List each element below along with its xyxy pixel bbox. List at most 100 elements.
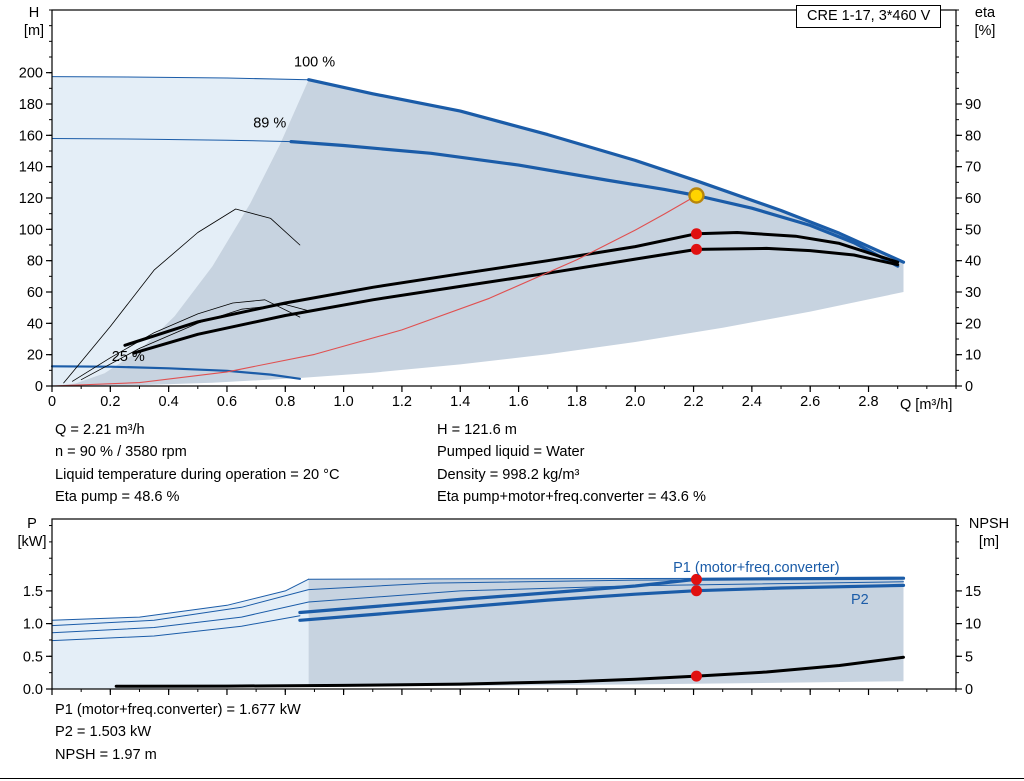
pump-model-badge: CRE 1-17, 3*460 V	[796, 5, 942, 28]
curve-pump-89-left	[51, 138, 292, 143]
power-npsh-chart: 0.0 0.5 1.0 1.5 0 5 10 15 P1 (motor+freq.convert…	[23, 518, 981, 698]
npsh-readout: NPSH = 1.97 m	[55, 746, 157, 763]
y-right-tick-label: 10	[965, 348, 981, 364]
power-data: P1 (motor+freq.converter) = 1.677 kW P2 …	[55, 699, 301, 766]
y-left-tick-label: 160	[19, 128, 43, 144]
p-axis-title-line1: P	[27, 516, 37, 532]
x-tick-label: 0.4	[159, 394, 179, 410]
p-axis-title-line2: [kW]	[17, 534, 47, 550]
p1-readout: P1 (motor+freq.converter) = 1.677 kW	[55, 702, 301, 718]
duty-flow-readout: Q = 2.21 m³/h	[55, 422, 145, 438]
plot-frame	[51, 518, 957, 690]
y-left-tick-label: 1.0	[23, 617, 43, 633]
p-axis-title: P [kW]	[8, 515, 56, 551]
qh-eta-chart: 0 0.2 0.4 0.6 0.8 1.0 1.2 1.4 1.6 1.8 2.0 2.2 2.4 2.6…	[19, 9, 981, 410]
h-axis-title-line2: [m]	[23, 23, 45, 39]
eta-total-readout: Eta pump+motor+freq.converter = 43.6 %	[437, 489, 706, 506]
curve-eta-pump	[123, 231, 900, 347]
curve-label: P1 (motor+freq.converter)	[673, 560, 839, 576]
curve-pump-89	[289, 140, 900, 268]
curve-p100-left	[51, 578, 310, 621]
y-right-tick-label: 70	[965, 160, 981, 176]
eta-axis-title-line2: [%]	[974, 23, 996, 39]
y-right-tick-label: 0	[965, 379, 973, 395]
x-tick-label: 0	[48, 394, 56, 410]
y-right-tick-label: 50	[965, 222, 981, 238]
npsh-axis-title-line1: NPSH	[968, 516, 1010, 532]
operating-data-right: H = 121.6 m Pumped liquid = Water Densit…	[437, 419, 706, 509]
curve-p-thin-4	[51, 615, 301, 642]
y-right-tick-label: 20	[965, 316, 981, 332]
bottom-divider	[0, 778, 1024, 779]
q-axis-title: Q [m³/h]	[900, 397, 953, 413]
y-right-tick-label: 30	[965, 285, 981, 301]
envelope-main	[52, 79, 904, 386]
x-tick-label: 2.6	[800, 394, 820, 410]
x-tick-label: 1.0	[334, 394, 354, 410]
h-axis-title: H [m]	[12, 4, 56, 40]
x-tick-label: 0.2	[100, 394, 120, 410]
duty-point-marker[interactable]	[688, 187, 705, 204]
y-left-tick-label: 100	[19, 222, 43, 238]
x-tick-label: 0.6	[217, 394, 237, 410]
operating-data-left: Q = 2.21 m³/h n = 90 % / 3580 rpm Liquid…	[55, 419, 340, 509]
y-left-tick-label: 40	[27, 316, 43, 332]
speed-readout: n = 90 % / 3580 rpm	[55, 444, 187, 461]
eta-total-point-marker	[690, 243, 702, 255]
y-left-tick-label: 20	[27, 348, 43, 364]
liquid-temp-readout: Liquid temperature during operation = 20…	[55, 466, 340, 483]
curve-speed-curve	[51, 194, 698, 387]
y-left-tick-label: 180	[19, 97, 43, 113]
x-tick-label: 0.8	[275, 394, 295, 410]
eta-pump-point-marker	[690, 228, 702, 240]
y-right-tick-label: 15	[965, 584, 981, 600]
curve-eta-small-2	[72, 299, 301, 382]
pumped-liquid-readout: Pumped liquid = Water	[437, 444, 585, 461]
curve-label: P2	[851, 592, 869, 608]
head-readout: H = 121.6 m	[437, 422, 517, 438]
power-envelope-main	[308, 578, 904, 687]
x-tick-label: 2.4	[742, 394, 762, 410]
curve-label: 25 %	[112, 349, 145, 365]
y-left-tick-label: 120	[19, 191, 43, 207]
y-right-tick-label: 5	[965, 649, 973, 665]
curve-pump-25	[50, 365, 301, 380]
y-right-tick-label: 90	[965, 97, 981, 113]
curve-p1	[298, 576, 906, 615]
y-left-tick-label: 200	[19, 66, 43, 82]
curve-pump-100	[307, 78, 906, 264]
curve-p-thin-2	[51, 578, 904, 627]
curve-p2	[298, 583, 906, 622]
eta-pump-readout: Eta pump = 48.6 %	[55, 489, 180, 506]
x-tick-label: 1.2	[392, 394, 412, 410]
h-axis-title-line1: H	[28, 5, 40, 21]
x-tick-label: 2.0	[625, 394, 645, 410]
x-tick-label: 1.6	[508, 394, 528, 410]
curve-label: 89 %	[253, 116, 286, 132]
x-tick-label: 2.8	[858, 394, 878, 410]
npsh-axis-title-line2: [m]	[978, 534, 1000, 550]
y-right-tick-label: 40	[965, 254, 981, 270]
y-right-tick-label: 60	[965, 191, 981, 207]
y-left-tick-label: 140	[19, 160, 43, 176]
y-left-tick-label: 0.0	[23, 682, 43, 698]
x-tick-label: 1.8	[567, 394, 587, 410]
eta-axis-title: eta [%]	[960, 4, 1010, 40]
p2-point-marker	[690, 585, 702, 597]
y-right-tick-label: 10	[965, 617, 981, 633]
y-right-tick-label: 80	[965, 128, 981, 144]
p1-point-marker	[690, 573, 702, 585]
curve-npsh	[114, 655, 905, 688]
curve-eta-total	[132, 246, 900, 355]
npsh-point-marker	[690, 670, 702, 682]
x-tick-label: 1.4	[450, 394, 470, 410]
p2-readout: P2 = 1.503 kW	[55, 724, 152, 741]
power-envelope-left-light	[52, 579, 309, 689]
npsh-axis-title: NPSH [m]	[958, 515, 1020, 551]
y-left-tick-label: 1.5	[23, 584, 43, 600]
envelope-left-light	[52, 76, 309, 386]
y-left-tick-label: 0	[35, 379, 43, 395]
y-left-tick-label: 80	[27, 254, 43, 270]
eta-axis-title-line1: eta	[974, 5, 996, 21]
